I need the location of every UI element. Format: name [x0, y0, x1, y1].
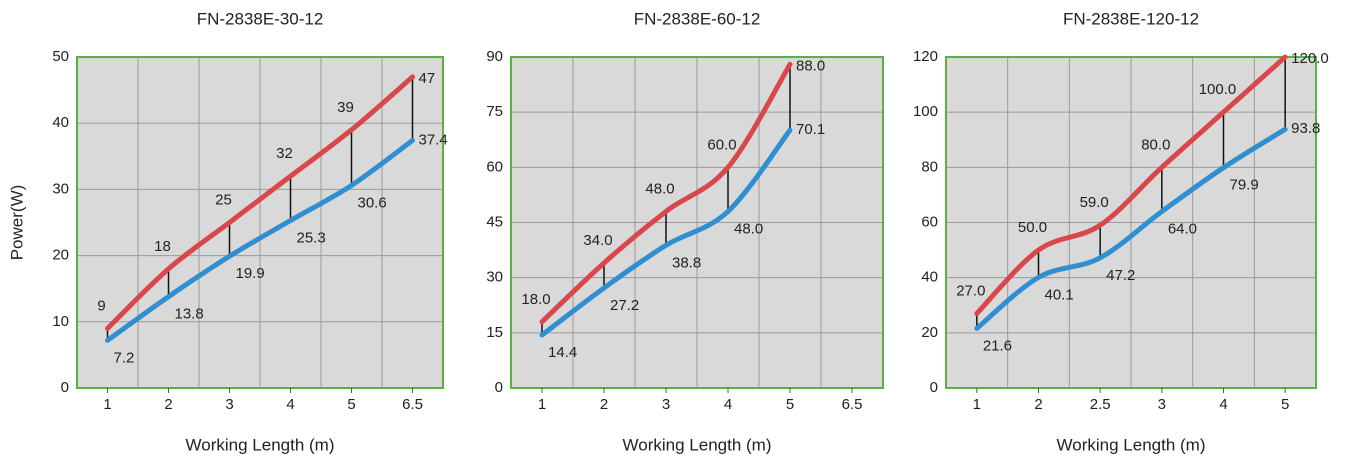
- x-axis-label: Working Length (m): [623, 435, 772, 454]
- y-tick-label: 100: [913, 103, 938, 120]
- data-label: 64.0: [1168, 220, 1197, 237]
- data-label: 47: [419, 70, 436, 87]
- x-tick-label: 4: [286, 396, 294, 413]
- x-tick-label: 4: [724, 396, 732, 413]
- y-tick-label: 10: [52, 313, 69, 330]
- data-label: 48.0: [734, 220, 763, 237]
- y-tick-label: 60: [921, 213, 938, 230]
- x-tick-label: 2: [1034, 396, 1042, 413]
- x-axis-label: Working Length (m): [186, 435, 335, 454]
- data-label: 27.2: [610, 297, 639, 314]
- data-label: 9: [97, 297, 105, 314]
- y-tick-label: 30: [486, 269, 503, 286]
- y-tick-label: 40: [52, 114, 69, 131]
- x-tick-label: 5: [347, 396, 355, 413]
- y-tick-label: 60: [486, 158, 503, 175]
- x-tick-label: 2: [600, 396, 608, 413]
- data-label: 25: [215, 191, 232, 208]
- series-line: [539, 61, 793, 325]
- data-label: 50.0: [1018, 219, 1047, 236]
- data-label: 88.0: [796, 57, 825, 74]
- y-tick-label: 20: [921, 324, 938, 341]
- series-line: [105, 74, 415, 331]
- data-label: 100.0: [1199, 81, 1237, 98]
- data-label: 19.9: [236, 265, 265, 282]
- x-tick-label: 2.5: [1090, 396, 1111, 413]
- y-tick-label: 0: [495, 379, 503, 396]
- y-tick-label: 120: [913, 48, 938, 65]
- x-tick-label: 3: [662, 396, 670, 413]
- x-tick-label: 1: [973, 396, 981, 413]
- data-label: 21.6: [983, 337, 1012, 354]
- y-tick-label: 50: [52, 48, 69, 65]
- plot-frame: [945, 56, 1317, 389]
- data-label: 32: [276, 145, 293, 162]
- data-label: 25.3: [297, 229, 326, 246]
- y-tick-label: 80: [921, 158, 938, 175]
- y-tick-label: 15: [486, 324, 503, 341]
- data-label: 18.0: [521, 291, 550, 308]
- data-label: 37.4: [419, 131, 448, 148]
- data-label: 13.8: [175, 306, 204, 323]
- y-tick-label: 45: [486, 213, 503, 230]
- x-tick-label: 3: [1158, 396, 1166, 413]
- data-label: 48.0: [645, 180, 674, 197]
- chart-title: FN-2838E-120-12: [1063, 9, 1199, 28]
- y-tick-label: 30: [52, 180, 69, 197]
- x-axis-label: Working Length (m): [1057, 435, 1206, 454]
- data-label: 27.0: [956, 282, 985, 299]
- plot-frame: [76, 56, 444, 389]
- y-tick-label: 0: [61, 379, 69, 396]
- x-tick-label: 6.5: [402, 396, 423, 413]
- data-label: 70.1: [796, 121, 825, 138]
- chart-title: FN-2838E-30-12: [197, 9, 324, 28]
- y-tick-label: 0: [930, 379, 938, 396]
- series-line: [105, 137, 415, 343]
- data-label: 60.0: [707, 136, 736, 153]
- x-tick-label: 3: [225, 396, 233, 413]
- data-label: 59.0: [1080, 194, 1109, 211]
- chart-title: FN-2838E-60-12: [634, 9, 761, 28]
- y-axis-label: Power(W): [7, 185, 26, 261]
- series-line: [539, 127, 793, 338]
- data-label: 120.0: [1291, 50, 1329, 67]
- data-label: 80.0: [1141, 136, 1170, 153]
- data-label: 40.1: [1045, 286, 1074, 303]
- x-tick-label: 1: [538, 396, 546, 413]
- x-tick-label: 4: [1219, 396, 1227, 413]
- data-label: 79.9: [1230, 177, 1259, 194]
- x-tick-label: 5: [1281, 396, 1289, 413]
- data-label: 38.8: [672, 254, 701, 271]
- data-label: 18: [154, 238, 171, 255]
- series-line: [974, 126, 1288, 331]
- y-tick-label: 90: [486, 48, 503, 65]
- x-tick-label: 1: [103, 396, 111, 413]
- data-label: 30.6: [358, 194, 387, 211]
- x-tick-label: 6.5: [842, 396, 863, 413]
- y-tick-label: 40: [921, 269, 938, 286]
- x-tick-label: 2: [164, 396, 172, 413]
- series-line: [974, 54, 1288, 317]
- data-label: 47.2: [1106, 267, 1135, 284]
- y-tick-label: 20: [52, 247, 69, 264]
- plot-frame: [510, 56, 884, 389]
- data-label: 39: [337, 99, 354, 116]
- x-tick-label: 5: [786, 396, 794, 413]
- data-label: 14.4: [548, 344, 577, 361]
- data-label: 93.8: [1291, 120, 1320, 137]
- data-label: 7.2: [114, 349, 135, 366]
- data-label: 34.0: [583, 232, 612, 249]
- y-tick-label: 75: [486, 103, 503, 120]
